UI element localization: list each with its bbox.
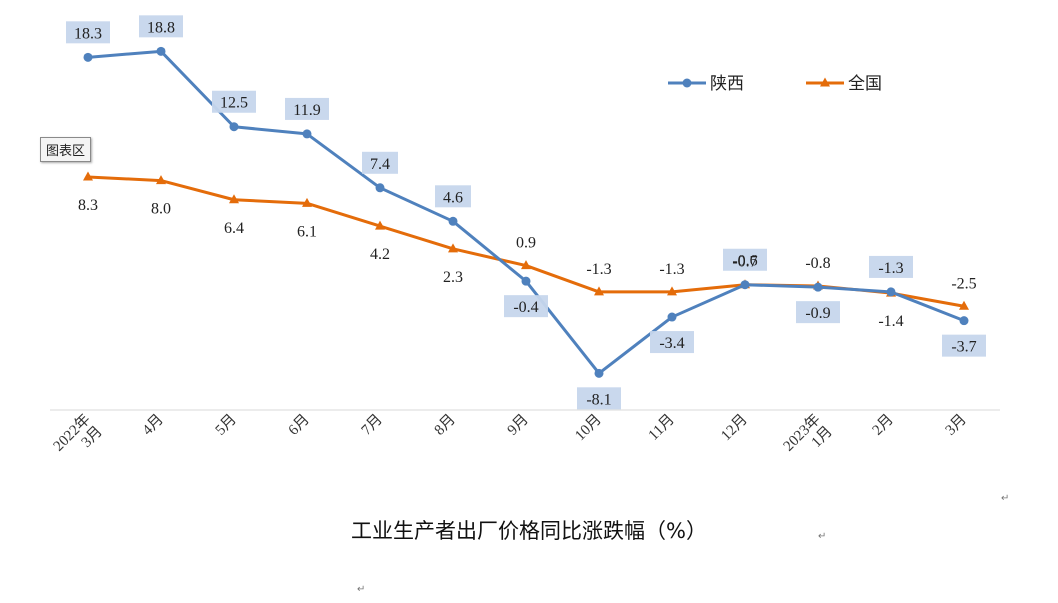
legend-label: 陕西 [710,74,744,94]
data-point [156,46,166,56]
x-tick-layer: 2022年3月 4月 5月 6月 7月 8月 9月 10月 11月 12月 2023年1月 2月 3月 [50,411,970,467]
data-label-box [650,331,694,354]
data-label-box [66,21,110,44]
series-layer [83,46,969,378]
data-label: -3.4 [659,335,684,352]
x-tick-label: 10月 [572,412,605,445]
x-tick-label: 12月 [718,412,751,445]
data-label: -0.8 [805,255,830,272]
data-label-box [796,301,840,324]
data-label-box [869,255,913,278]
legend-label: 全国 [848,74,882,94]
data-point [959,316,969,326]
paragraph-mark: ↵ [1001,493,1010,504]
x-tick-label: 6月 [286,412,313,439]
data-label: 18.3 [74,25,102,42]
data-label: 8.0 [151,201,171,218]
data-point [886,287,896,297]
data-label-layer: 18.3 18.812.5 11.97.44.6-0.4-8.1-3.4-0.6-0… [66,15,986,410]
data-point [229,122,239,132]
x-tick-label: 2月 [870,412,897,439]
legend: 陕西 全国 [668,74,882,94]
x-tick-label: 11月 [646,412,678,444]
data-label: -0.9 [805,305,830,322]
data-point [594,368,604,378]
data-label: 11.9 [293,102,320,119]
data-label: -1.4 [878,313,903,330]
data-point [521,276,531,286]
data-label: 8.3 [78,197,98,214]
data-point [667,312,677,322]
data-point [448,243,458,253]
data-point [302,197,312,207]
data-label-box [435,185,471,208]
x-tick-label: 8月 [432,412,459,439]
data-label-box [139,15,183,38]
data-point [959,300,969,310]
x-tick-label: 2023年1月 [780,411,836,467]
data-label: 18.8 [147,19,175,36]
data-label: -0.7 [732,254,757,271]
data-label: -8.1 [586,391,611,408]
legend-marker [682,78,692,88]
data-label-box [285,97,329,120]
x-tick-label: 4月 [140,412,167,439]
data-point [375,220,385,230]
data-label: 2.3 [443,269,463,286]
paragraph-mark: ↵ [357,584,366,595]
data-label: 6.1 [297,223,317,240]
data-point [594,286,604,296]
data-label: 4.6 [443,189,463,206]
data-label: -0.6 [732,253,757,270]
data-label-box [942,334,986,357]
data-label-box [723,248,767,271]
data-point [83,171,93,181]
data-label: -3.7 [951,339,976,356]
data-label: 7.4 [370,156,390,173]
data-point [521,260,531,270]
x-tick-label: 7月 [359,412,386,439]
data-point [740,280,750,290]
data-label-box [362,151,398,174]
x-tick-label: 5月 [213,412,240,439]
data-label-box [577,387,621,410]
data-point [229,194,239,204]
data-label: 6.4 [224,220,244,237]
data-point [302,129,312,139]
data-label: -0.4 [513,299,538,316]
data-label: 0.9 [516,235,536,252]
data-label-box [504,295,548,318]
paragraph-mark: ↵ [818,531,827,542]
legend-marker [820,77,830,87]
data-point [83,52,93,62]
data-label: -1.3 [659,261,684,278]
data-label: 12.5 [220,95,248,112]
chart-title: 工业生产者出厂价格同比涨跌幅（%） [351,519,707,543]
data-label: -2.5 [951,275,976,292]
data-point [667,286,677,296]
chart-area-tooltip: 图表区 [40,137,92,162]
data-label: -1.3 [586,261,611,278]
data-label: 4.2 [370,246,390,263]
data-label-box [212,90,256,113]
data-point [448,216,458,226]
data-point [375,183,385,193]
x-tick-label: 2022年3月 [50,411,106,467]
x-tick-label: 3月 [943,412,970,439]
x-tick-label: 9月 [505,412,532,439]
data-label: -1.3 [878,260,903,277]
data-point [813,282,823,292]
data-point [156,175,166,185]
